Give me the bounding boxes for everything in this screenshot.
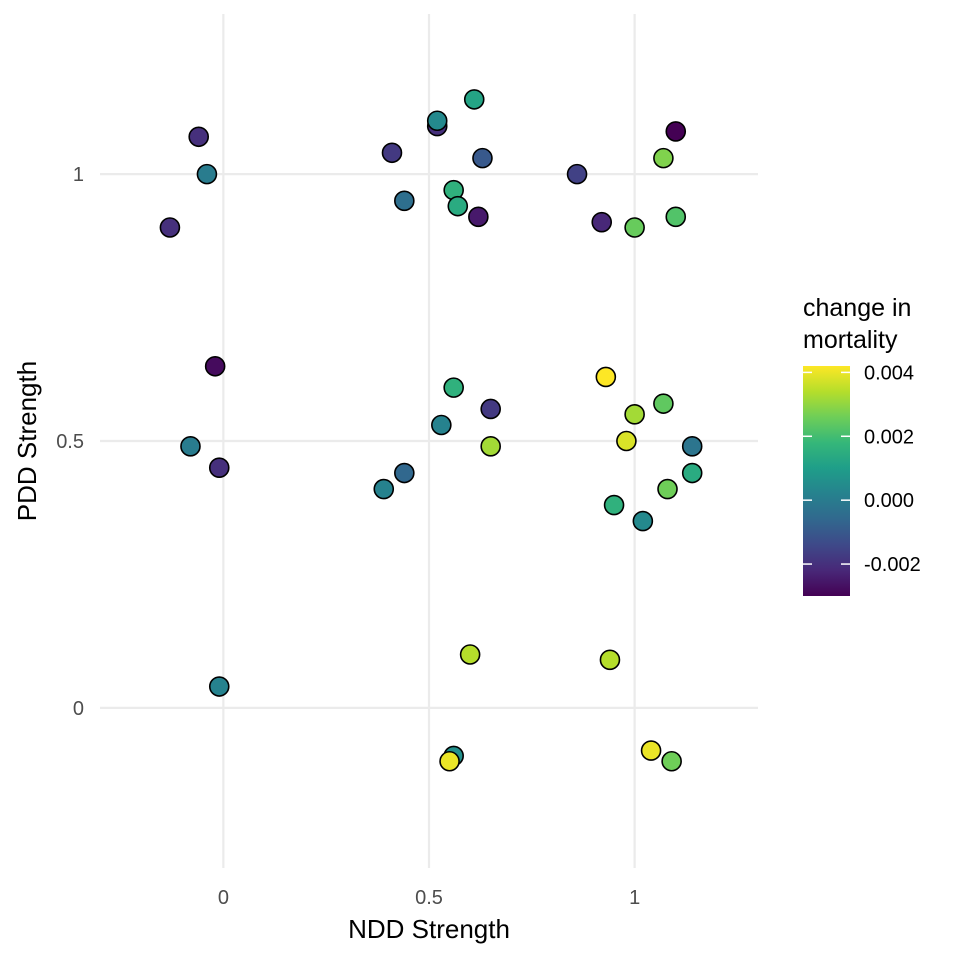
data-point <box>640 740 662 761</box>
data-point <box>208 457 230 478</box>
data-point <box>681 462 703 484</box>
data-point <box>196 163 218 185</box>
y-tick-label: 1 <box>73 164 84 186</box>
data-point <box>208 676 230 697</box>
y-axis-title: PDD Strength <box>12 361 42 521</box>
data-point <box>394 462 415 484</box>
y-tick-label: 0.5 <box>56 431 84 453</box>
data-point <box>447 195 469 217</box>
data-point <box>665 121 687 142</box>
data-point <box>431 414 452 436</box>
colorbar <box>803 366 850 596</box>
data-point <box>566 163 588 185</box>
colorbar-ticks: 0.004 0.002 0.000 -0.002 <box>803 362 921 576</box>
data-point <box>681 436 703 457</box>
legend-title-line-2: mortality <box>803 326 898 354</box>
data-point <box>439 750 460 772</box>
data-point <box>632 510 654 532</box>
data-point <box>472 147 493 169</box>
data-point <box>426 110 448 132</box>
data-point <box>480 436 501 457</box>
y-axis-ticks: 00.51 <box>56 164 84 720</box>
data-point <box>180 436 201 457</box>
data-point <box>657 478 678 500</box>
data-point <box>394 190 415 212</box>
data-point <box>599 649 621 671</box>
data-point <box>616 430 637 452</box>
data-point <box>603 494 625 516</box>
colorbar-tick-label: 0.000 <box>864 490 914 512</box>
x-tick-label: 0 <box>218 887 229 909</box>
data-point <box>468 206 489 228</box>
data-point <box>653 393 674 414</box>
data-point <box>373 478 395 500</box>
data-point <box>443 377 464 398</box>
colorbar-legend: change in mortality 0.004 0.002 0.000 -0.00… <box>803 294 921 596</box>
x-axis-title: NDD Strength <box>348 914 510 944</box>
x-axis-ticks: 0 0.5 1 <box>218 887 640 909</box>
data-point <box>661 750 682 772</box>
y-tick-label: 0 <box>73 698 84 720</box>
points <box>159 89 703 772</box>
data-point <box>459 644 481 665</box>
data-point <box>381 142 403 164</box>
x-tick-label: 0.5 <box>415 887 443 909</box>
colorbar-tick-label: 0.002 <box>864 426 914 448</box>
colorbar-tick-label: 0.004 <box>864 362 914 384</box>
legend-title-line-1: change in <box>803 294 911 322</box>
data-point <box>595 366 617 388</box>
data-point <box>204 355 226 377</box>
data-point <box>480 398 501 420</box>
data-point <box>653 147 674 169</box>
data-point <box>188 126 209 148</box>
data-point <box>624 404 645 425</box>
data-point <box>463 89 485 110</box>
data-point <box>591 211 613 233</box>
colorbar-tick-label: -0.002 <box>864 554 921 576</box>
data-point <box>159 217 181 238</box>
x-tick-label: 1 <box>629 887 640 909</box>
data-point <box>665 206 687 228</box>
data-point <box>624 217 645 238</box>
